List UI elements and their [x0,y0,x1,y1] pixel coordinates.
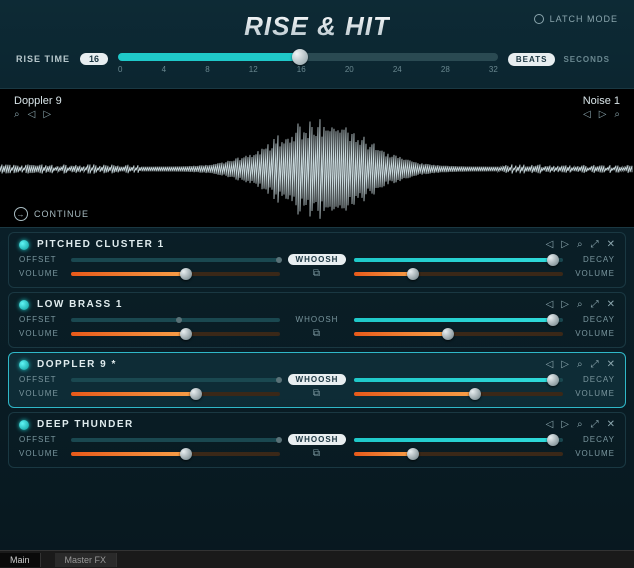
ruler-tick-label: 16 [297,65,306,74]
layer-led-icon[interactable] [19,420,29,430]
decay-label: DECAY [571,315,615,324]
whoosh-button[interactable]: WHOOSH [288,374,346,385]
decay-label: DECAY [571,435,615,444]
volume-left-slider[interactable] [71,391,280,397]
latch-mode-toggle[interactable]: LATCH MODE [534,14,618,24]
zoom-icon[interactable]: ⌕ [577,359,583,370]
prev-sample-icon[interactable]: ◁ [546,239,554,250]
waveform-right-name: Noise 1 [583,95,620,107]
expand-icon[interactable]: ⤢ [591,239,599,250]
ruler-tick-label: 20 [345,65,354,74]
ruler-tick-label: 0 [118,65,122,74]
volume-label-r: VOLUME [571,389,615,398]
close-icon[interactable]: ✕ [607,239,615,250]
volume-right-slider[interactable] [354,271,563,277]
rise-time-ruler[interactable]: 048121620242832 [118,50,498,68]
volume-label-r: VOLUME [571,269,615,278]
prev-sample-icon[interactable]: ◁ [546,299,554,310]
whoosh-button[interactable]: WHOOSH [288,434,346,445]
decay-slider[interactable] [354,377,563,383]
volume-label-l: VOLUME [19,329,63,338]
latch-circle-icon [534,14,544,24]
decay-label: DECAY [571,375,615,384]
offset-label: OFFSET [19,435,63,444]
layer-name: LOW BRASS 1 [37,299,538,310]
expand-icon[interactable]: ⤢ [591,359,599,370]
volume-label-r: VOLUME [571,449,615,458]
offset-slider[interactable] [71,377,280,383]
offset-slider[interactable] [71,257,280,263]
ruler-tick-label: 28 [441,65,450,74]
ruler-tick-label: 32 [489,65,498,74]
footer-tabs: Main Master FX [0,550,634,568]
layer-name: PITCHED CLUSTER 1 [37,239,538,250]
volume-label-l: VOLUME [19,449,63,458]
decay-label: DECAY [571,255,615,264]
volume-left-slider[interactable] [71,271,280,277]
rise-time-value[interactable]: 16 [80,53,108,65]
zoom-icon[interactable]: ⌕ [577,419,583,430]
volume-left-slider[interactable] [71,451,280,457]
layer-0[interactable]: PITCHED CLUSTER 1 ◁ ▷ ⌕ ⤢ ✕ OFFSET WHOOS… [8,232,626,288]
layer-name: DEEP THUNDER [37,419,538,430]
zoom-icon[interactable]: ⌕ [577,239,583,250]
close-icon[interactable]: ✕ [607,359,615,370]
prev-sample-icon[interactable]: ◁ [546,359,554,370]
offset-label: OFFSET [19,375,63,384]
ruler-tick-label: 24 [393,65,402,74]
decay-slider[interactable] [354,317,563,323]
volume-label-l: VOLUME [19,389,63,398]
ruler-tick-label: 8 [205,65,209,74]
link-icon[interactable]: ⧉ [288,268,346,279]
layer-2[interactable]: DOPPLER 9 * ◁ ▷ ⌕ ⤢ ✕ OFFSET WHOOSH DECA… [8,352,626,408]
tab-master-fx[interactable]: Master FX [55,553,118,567]
link-icon[interactable]: ⧉ [288,328,346,339]
offset-label: OFFSET [19,315,63,324]
close-icon[interactable]: ✕ [607,299,615,310]
decay-slider[interactable] [354,437,563,443]
prev-sample-icon[interactable]: ◁ [546,419,554,430]
volume-right-slider[interactable] [354,451,563,457]
layer-led-icon[interactable] [19,360,29,370]
offset-label: OFFSET [19,255,63,264]
zoom-icon[interactable]: ⌕ [577,299,583,310]
expand-icon[interactable]: ⤢ [591,299,599,310]
tab-main[interactable]: Main [0,553,41,567]
volume-left-slider[interactable] [71,331,280,337]
layer-1[interactable]: LOW BRASS 1 ◁ ▷ ⌕ ⤢ ✕ OFFSET WHOOSH DECA… [8,292,626,348]
latch-label: LATCH MODE [550,14,618,24]
whoosh-button[interactable]: WHOOSH [288,254,346,265]
offset-slider[interactable] [71,317,280,323]
close-icon[interactable]: ✕ [607,419,615,430]
waveform-left-name: Doppler 9 [14,95,62,107]
volume-label-l: VOLUME [19,269,63,278]
continue-label: CONTINUE [34,209,89,219]
decay-slider[interactable] [354,257,563,263]
whoosh-button[interactable]: WHOOSH [288,314,346,325]
ruler-tick-label: 4 [162,65,166,74]
continue-button[interactable]: → CONTINUE [14,207,89,221]
link-icon[interactable]: ⧉ [288,388,346,399]
app-title: RISE & HIT [244,11,390,42]
next-sample-icon[interactable]: ▷ [561,419,569,430]
expand-icon[interactable]: ⤢ [591,419,599,430]
next-sample-icon[interactable]: ▷ [561,239,569,250]
offset-slider[interactable] [71,437,280,443]
volume-right-slider[interactable] [354,331,563,337]
volume-label-r: VOLUME [571,329,615,338]
layer-led-icon[interactable] [19,240,29,250]
ruler-tick-label: 12 [249,65,258,74]
waveform-display: Doppler 9 Noise 1 ⌕ ◁ ▷ ◁ ▷ ⌕ → CONTINUE [0,88,634,228]
mode-beats-button[interactable]: BEATS [508,53,556,66]
next-sample-icon[interactable]: ▷ [561,359,569,370]
layer-name: DOPPLER 9 * [37,359,538,370]
rise-time-label: RISE TIME [16,54,70,64]
mode-seconds-button[interactable]: SECONDS [555,53,618,66]
volume-right-slider[interactable] [354,391,563,397]
next-sample-icon[interactable]: ▷ [561,299,569,310]
arrow-right-icon: → [14,207,28,221]
layer-3[interactable]: DEEP THUNDER ◁ ▷ ⌕ ⤢ ✕ OFFSET WHOOSH DEC… [8,412,626,468]
link-icon[interactable]: ⧉ [288,448,346,459]
layer-led-icon[interactable] [19,300,29,310]
